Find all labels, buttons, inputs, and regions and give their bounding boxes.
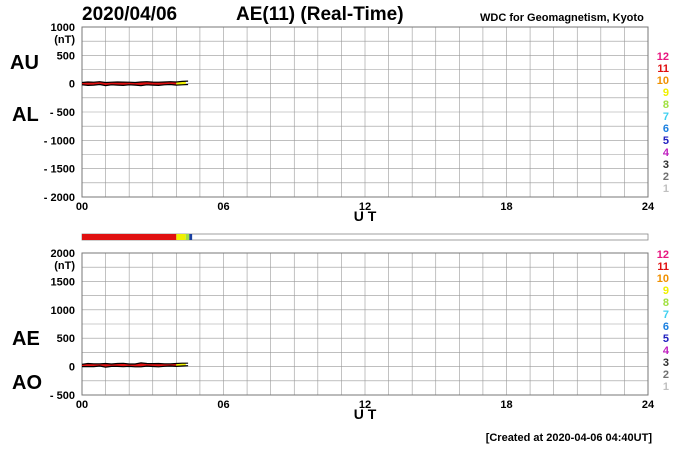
x-axis-label: U T (354, 406, 377, 422)
activity-bar-segment (176, 234, 186, 240)
y-tick-label: 1000 (51, 22, 75, 34)
x-tick-label: 24 (642, 201, 655, 213)
x-tick-label: 24 (642, 399, 655, 411)
y-tick-label: 500 (57, 333, 75, 345)
legend-level-10: 10 (657, 273, 669, 285)
upper-series-line (81, 362, 189, 365)
au-al-panel: 1000 500 0 - 500 - 1000 - 1500 - 2000 (nT) 00 06 1… (44, 22, 655, 224)
y-unit-label: (nT) (54, 260, 75, 272)
ao-label: AO (12, 372, 42, 394)
y-tick-label: 1500 (51, 276, 75, 288)
created-timestamp: [Created at 2020-04-06 04:40UT] (485, 432, 652, 444)
plot-frame (81, 252, 649, 396)
y-tick-label: - 1500 (44, 164, 75, 176)
legend-level-12: 12 (657, 249, 669, 261)
legend-level-3: 3 (663, 159, 669, 171)
activity-bar-segment (185, 234, 190, 240)
plot-frame (81, 26, 649, 198)
legend-level-9: 9 (663, 285, 669, 297)
y-tick-label: 2000 (51, 248, 75, 260)
x-axis-label: U T (354, 208, 377, 224)
x-tick-label: 06 (217, 399, 229, 411)
legend-level-5: 5 (663, 135, 669, 147)
x-tick-label: 12 (359, 399, 371, 411)
legend-level-11: 11 (657, 63, 669, 75)
x-tick-label: 18 (500, 201, 512, 213)
legend-level-7: 7 (663, 111, 669, 123)
legend-level-6: 6 (663, 123, 669, 135)
legend-level-1: 1 (663, 183, 669, 195)
x-tick-label: 12 (359, 201, 371, 213)
y-tick-label: - 1000 (44, 135, 75, 147)
legend-level-11: 11 (657, 261, 669, 273)
activity-bar-segment (82, 234, 177, 240)
legend-level-6: 6 (663, 321, 669, 333)
ae-label: AE (12, 328, 40, 350)
y-tick-label: - 500 (50, 390, 75, 402)
y-tick-label: 1000 (51, 305, 75, 317)
legend-level-2: 2 (663, 171, 669, 183)
y-tick-label: 0 (69, 362, 75, 374)
legend-level-7: 7 (663, 309, 669, 321)
chart-date: 2020/04/06 (82, 4, 178, 25)
legend-level-1: 1 (663, 381, 669, 393)
legend-level-8: 8 (663, 99, 669, 111)
activity-bar (81, 233, 649, 241)
y-unit-label: (nT) (54, 34, 75, 46)
legend-level-12: 12 (657, 51, 669, 63)
legend-level-2: 2 (663, 369, 669, 381)
lower-series-line (81, 83, 189, 87)
x-tick-label: 00 (76, 399, 88, 411)
ae-ao-panel: 2000 1500 1000 500 0 - 500 (nT) 00 06 12 18 24 U T (50, 248, 655, 422)
x-tick-label: 06 (217, 201, 229, 213)
y-tick-label: - 2000 (44, 192, 75, 204)
upper-series-line (81, 80, 189, 84)
x-tick-label: 18 (500, 399, 512, 411)
y-tick-label: 500 (57, 50, 75, 62)
au-label: AU (10, 52, 39, 74)
al-label: AL (12, 104, 39, 126)
legend-level-5: 5 (663, 333, 669, 345)
legend-level-9: 9 (663, 87, 669, 99)
chart-title: AE(11) (Real-Time) (236, 4, 404, 25)
legend-level-8: 8 (663, 297, 669, 309)
lower-series-line (82, 365, 189, 368)
x-tick-label: 00 (76, 201, 88, 213)
organization-label: WDC for Geomagnetism, Kyoto (480, 12, 644, 24)
y-tick-label: - 500 (50, 107, 75, 119)
y-tick-label: 0 (69, 79, 75, 91)
legend-level-10: 10 (657, 75, 669, 87)
legend-level-4: 4 (663, 345, 670, 357)
legend-level-4: 4 (663, 147, 670, 159)
legend-level-3: 3 (663, 357, 669, 369)
activity-bar-segment (189, 234, 193, 240)
